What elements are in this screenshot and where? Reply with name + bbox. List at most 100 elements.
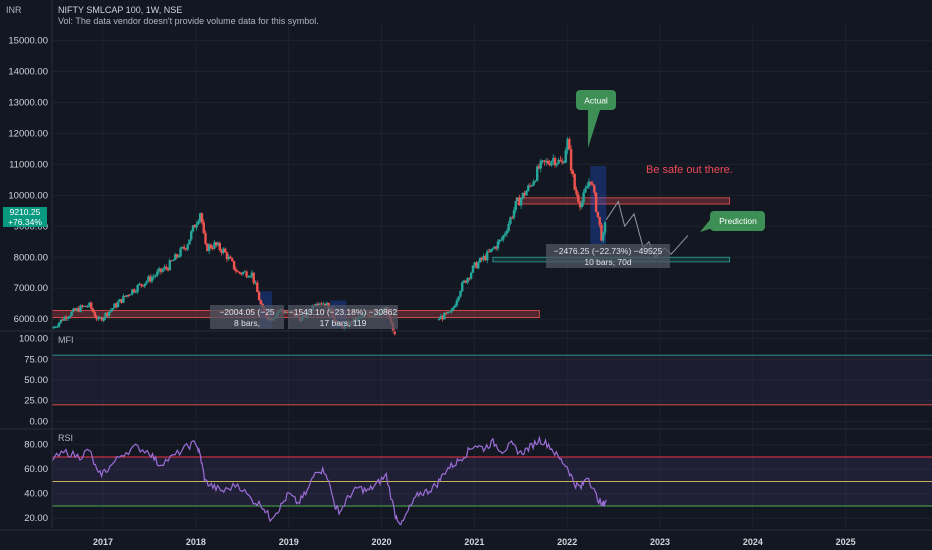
last-price-change: +76.34% [8,217,42,227]
candle-down [123,295,127,297]
candle-up [145,281,148,284]
candle-up [584,188,587,193]
candle-down [578,201,582,208]
y-tick-label: 50.00 [24,375,48,386]
prediction-label: Prediction [719,216,757,226]
candle-up [455,300,459,306]
candle-down [316,303,320,305]
candle-up [177,256,180,258]
candle-up [466,277,469,283]
measure-1-line1: −2004.05 (−25 [219,307,275,317]
candle-up [138,283,141,285]
candle-up [198,213,202,221]
candle-up [222,248,225,253]
candle-up [152,276,155,278]
candle-down [100,317,104,321]
candle-up [250,272,254,277]
x-tick-label: 2024 [743,537,763,547]
x-tick-label: 2022 [557,537,577,547]
candle-down [589,181,592,184]
prediction-callout-pointer [700,216,713,232]
candle-down [223,248,227,253]
candle-up [491,248,494,250]
candle-up [111,308,114,310]
candle-down [77,308,80,312]
candle-up [486,251,489,261]
candle-up [509,217,512,224]
candle-up [512,210,516,218]
candle-down [393,331,396,335]
measure-3-line1: −2476.25 (−22.73%) −49525 [554,246,663,256]
currency-label: INR [6,5,22,15]
candle-up [325,302,329,307]
candle-up [507,223,510,232]
y-tick-label: 80.00 [24,440,48,451]
candle-up [585,186,589,189]
candle-down [546,160,550,164]
candle-up [459,291,462,297]
candle-down [257,292,261,301]
y-tick-label: 20.00 [24,513,48,524]
candle-down [93,312,97,317]
candle-up [439,316,443,320]
candle-down [218,243,222,250]
mfi-band-fill [52,355,932,405]
candle-up [566,139,569,151]
candle-down [528,185,532,187]
candle-up [116,301,120,308]
candle-down [240,273,243,275]
candle-down [170,260,173,262]
y-tick-label: 100.00 [19,334,48,345]
candle-up [54,326,57,328]
candle-up [473,262,476,266]
candle-down [537,166,541,169]
candle-down [206,243,209,251]
candle-up [552,158,555,162]
mfi-label[interactable]: MFI [58,335,74,345]
x-tick-label: 2021 [464,537,484,547]
candle-up [72,308,75,312]
candle-up [98,317,102,319]
candle-up [191,225,195,232]
candle-up [241,272,245,275]
candle-down [231,258,234,262]
candle-down [518,197,521,206]
candle-up [587,181,591,187]
candle-down [220,249,223,253]
candle-up [118,299,122,302]
candle-up [68,315,72,318]
candle-down [238,271,241,274]
candle-down [81,305,84,307]
candle-down [523,192,526,196]
candle-up [452,307,455,310]
candle-up [157,268,161,272]
y-tick-label: 6000.00 [14,314,48,325]
candle-up [59,319,63,323]
candle-down [548,163,551,166]
x-tick-label: 2018 [186,537,206,547]
measure-3-box [546,244,670,268]
candle-up [248,276,252,278]
candle-down [560,161,564,163]
x-tick-label: 2017 [93,537,113,547]
candle-down [182,246,186,249]
candle-up [502,235,505,240]
candle-up [207,244,211,251]
candle-up [156,271,159,276]
candle-up [102,317,105,321]
candle-up [514,200,517,211]
y-tick-label: 8000.00 [14,252,48,263]
candle-up [52,326,55,329]
candle-down [148,276,152,282]
candle-up [227,256,230,260]
rsi-label[interactable]: RSI [58,433,74,443]
candle-down [571,170,575,175]
candle-up [521,192,525,199]
candle-down [193,225,197,228]
actual-callout-pointer [588,110,600,148]
candle-up [462,280,466,283]
symbol-title[interactable]: NIFTY SMLCAP 100, 1W, NSE [58,5,183,15]
candle-up [172,260,175,262]
candle-down [61,319,64,321]
